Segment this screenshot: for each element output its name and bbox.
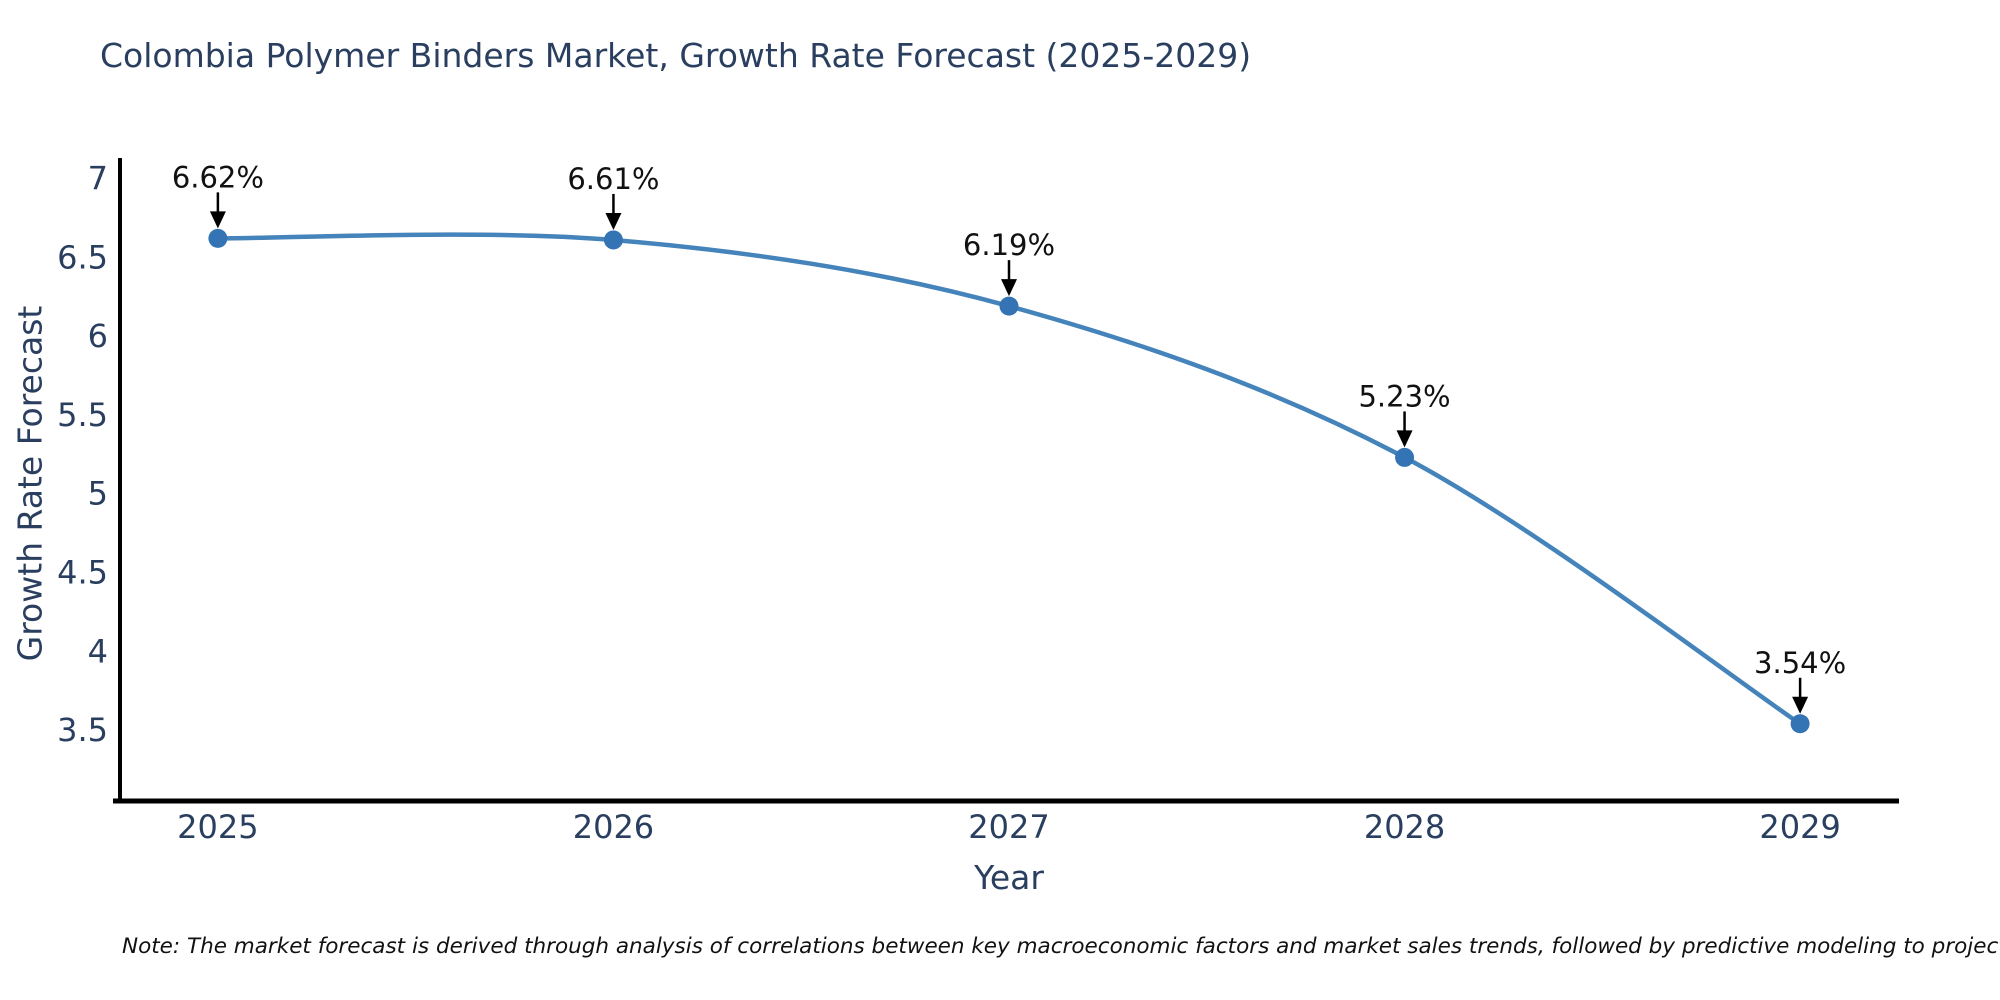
- y-tick-label: 3.5: [57, 711, 108, 749]
- x-axis-title: Year: [974, 858, 1044, 897]
- x-tick-label: 2027: [968, 808, 1049, 846]
- data-point-marker: [208, 228, 228, 248]
- annotation-arrowhead: [1001, 279, 1017, 297]
- data-point-label: 6.19%: [963, 228, 1055, 262]
- x-tick-label: 2028: [1364, 808, 1445, 846]
- x-tick-label: 2025: [177, 808, 258, 846]
- y-tick-label: 5.5: [57, 396, 108, 434]
- y-tick-label: 7: [88, 159, 108, 197]
- chart-title: Colombia Polymer Binders Market, Growth …: [100, 36, 1252, 75]
- data-point-marker: [603, 230, 623, 250]
- annotation-arrowhead: [1396, 430, 1413, 448]
- data-point-label: 6.61%: [567, 162, 659, 196]
- data-point-marker: [1790, 714, 1810, 734]
- data-point-marker: [999, 296, 1019, 316]
- annotation-arrowhead: [209, 211, 226, 229]
- footnote: Note: The market forecast is derived thr…: [122, 934, 2000, 959]
- data-point-label: 3.54%: [1754, 646, 1846, 680]
- y-axis-title: Growth Rate Forecast: [10, 305, 50, 662]
- annotation-arrowhead: [1792, 696, 1809, 714]
- y-tick-label: 5: [88, 475, 108, 513]
- y-tick-label: 4: [88, 632, 108, 670]
- y-tick-label: 6.5: [57, 238, 108, 276]
- data-point-label: 5.23%: [1358, 379, 1450, 413]
- data-point-label: 6.62%: [172, 160, 264, 194]
- y-tick-label: 6: [88, 317, 108, 355]
- y-tick-label: 4.5: [57, 553, 108, 591]
- x-tick-label: 2026: [573, 808, 654, 846]
- x-tick-label: 2029: [1759, 808, 1840, 846]
- annotation-arrowhead: [605, 212, 622, 230]
- data-point-marker: [1395, 447, 1415, 467]
